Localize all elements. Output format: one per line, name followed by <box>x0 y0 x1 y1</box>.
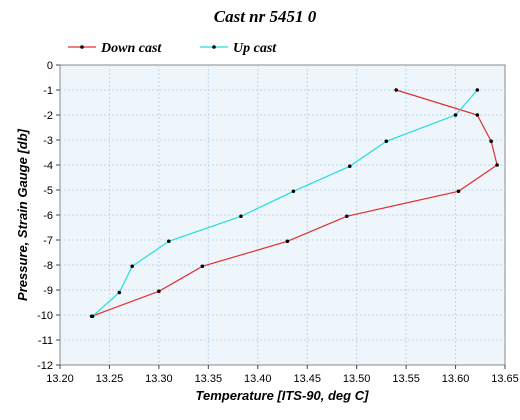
y-tick-label: -10 <box>37 310 53 322</box>
down-cast-point <box>456 189 461 194</box>
y-tick-label: -2 <box>43 110 53 122</box>
up-cast-point <box>90 314 95 319</box>
down-cast-legend-label: Down cast <box>100 41 162 56</box>
x-tick-label: 13.65 <box>491 373 519 385</box>
x-tick-label: 13.60 <box>442 373 470 385</box>
grid <box>56 64 506 369</box>
y-tick-label: -1 <box>43 85 53 97</box>
y-tick-label: -4 <box>43 160 53 172</box>
down-cast-point <box>344 214 349 219</box>
legend: Down cast Up cast <box>68 41 277 56</box>
y-tick-label: -11 <box>38 335 53 347</box>
up-cast-legend-marker <box>212 45 216 49</box>
y-tick-label: -7 <box>43 235 53 247</box>
plot-area <box>59 64 506 366</box>
down-cast-legend-marker <box>80 45 84 49</box>
up-cast-point <box>291 189 296 194</box>
tick-labels: 13.20 13.25 13.30 13.35 13.40 13.45 13.50 13.55… <box>37 60 519 385</box>
x-tick-label: 13.25 <box>96 373 124 385</box>
down-cast-line <box>91 89 498 317</box>
down-cast-point <box>285 239 290 244</box>
down-cast-point <box>475 113 480 117</box>
y-tick-label: -5 <box>43 185 53 197</box>
down-cast-point <box>489 139 493 144</box>
y-axis-label: Pressure, Strain Gauge [db] <box>15 128 30 301</box>
up-cast-point <box>130 264 134 269</box>
x-tick-label: 13.35 <box>195 373 223 385</box>
chart-title: Cast nr 5451 0 <box>214 7 317 26</box>
x-tick-label: 13.20 <box>46 373 74 385</box>
down-cast-point <box>495 163 499 167</box>
down-cast-point <box>200 264 205 269</box>
y-tick-label: -8 <box>43 260 53 272</box>
y-tick-label: -9 <box>43 285 53 297</box>
down-cast-point <box>394 88 399 92</box>
x-tick-label: 13.30 <box>145 373 173 385</box>
x-axis-label: Temperature [ITS-90, deg C] <box>196 388 370 403</box>
up-cast-point <box>166 239 171 244</box>
y-tick-label: -6 <box>43 210 53 222</box>
up-cast-legend-label: Up cast <box>233 41 277 56</box>
y-tick-label: -12 <box>37 360 53 372</box>
up-cast-line <box>92 89 478 317</box>
y-tick-label: -3 <box>43 135 53 147</box>
up-cast-point <box>475 88 480 92</box>
x-tick-label: 13.45 <box>293 373 321 385</box>
x-tick-label: 13.50 <box>343 373 371 385</box>
x-tick-label: 13.55 <box>392 373 420 385</box>
up-cast-point <box>453 113 458 117</box>
up-cast-point <box>347 164 352 169</box>
x-tick-label: 13.40 <box>244 373 272 385</box>
up-cast-point <box>117 290 122 295</box>
down-cast-point <box>157 289 161 294</box>
up-cast-point <box>239 214 243 219</box>
series-layer <box>89 88 499 319</box>
y-tick-label: 0 <box>47 60 53 72</box>
up-cast-point <box>384 139 389 144</box>
